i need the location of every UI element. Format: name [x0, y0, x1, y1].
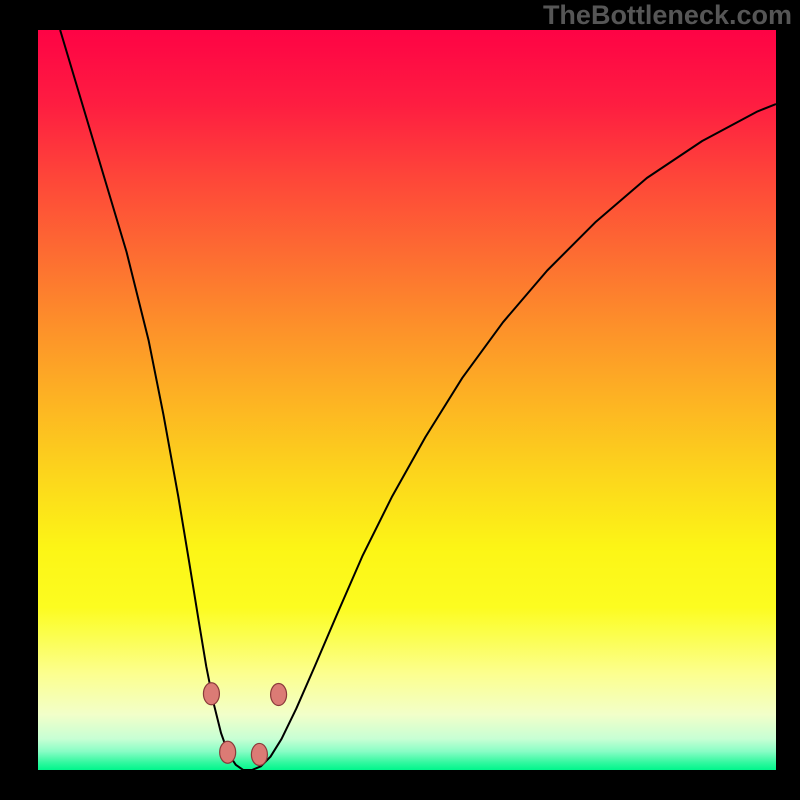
marker-point — [203, 683, 219, 705]
curve-svg-layer — [38, 30, 776, 770]
plot-area — [38, 30, 776, 770]
marker-point — [271, 684, 287, 706]
watermark-text: TheBottleneck.com — [543, 0, 792, 31]
bottleneck-curve — [60, 30, 776, 770]
marker-point — [251, 743, 267, 765]
marker-point — [220, 741, 236, 763]
chart-container: TheBottleneck.com — [0, 0, 800, 800]
